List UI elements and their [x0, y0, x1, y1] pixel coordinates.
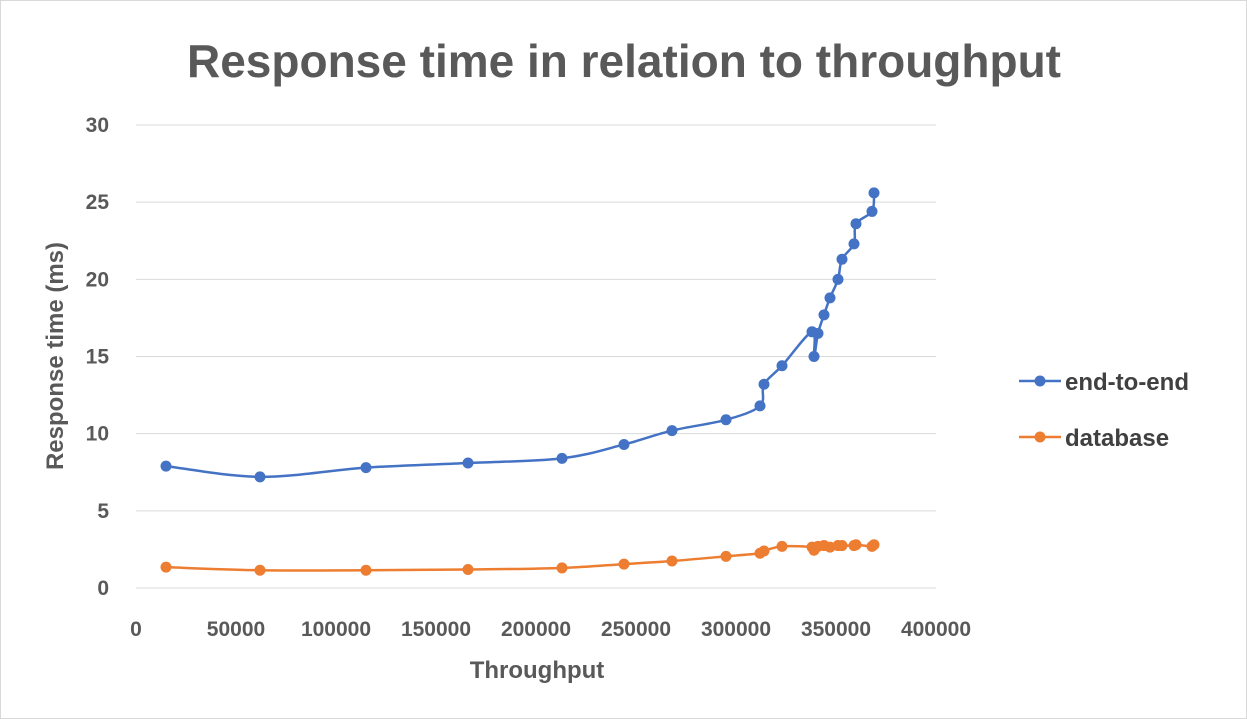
legend-item: database	[1019, 425, 1169, 452]
data-point	[832, 273, 844, 285]
y-tick-label: 25	[86, 191, 110, 214]
data-point	[758, 545, 770, 557]
data-point	[462, 457, 474, 469]
data-point	[618, 438, 630, 450]
x-tick-label: 400000	[901, 618, 971, 641]
y-tick-label: 0	[97, 577, 109, 600]
y-tick-label: 30	[86, 114, 109, 137]
grid-layer	[136, 124, 936, 589]
data-point	[818, 309, 830, 321]
data-point	[848, 238, 860, 250]
y-tick-label: 15	[86, 346, 110, 369]
data-point	[666, 555, 678, 567]
x-tick-label: 200000	[501, 618, 571, 641]
series-layer	[160, 187, 880, 576]
data-point	[618, 558, 630, 570]
data-point	[720, 414, 732, 426]
series-line	[164, 191, 876, 479]
y-tick-labels: 0 5 10 15 20 25 30	[86, 114, 110, 600]
data-point	[160, 561, 172, 573]
data-point	[850, 539, 862, 551]
data-point	[754, 400, 766, 412]
legend-marker	[1034, 375, 1046, 387]
x-tick-label: 50000	[207, 618, 265, 641]
y-tick-label: 20	[86, 268, 109, 291]
x-tick-label: 100000	[301, 618, 371, 641]
data-point	[254, 564, 266, 576]
data-point	[836, 253, 848, 265]
data-point	[720, 550, 732, 562]
data-point	[868, 539, 880, 551]
legend: end-to-end database	[1019, 369, 1189, 452]
x-tick-label: 250000	[601, 618, 671, 641]
chart-title: Response time in relation to throughput	[187, 35, 1061, 87]
y-axis-label: Response time (ms)	[42, 242, 69, 470]
series-database	[160, 539, 880, 576]
legend-item: end-to-end	[1019, 369, 1189, 396]
data-point	[666, 425, 678, 437]
data-point	[360, 462, 372, 474]
legend-marker	[1034, 431, 1046, 443]
series-end-to-end	[160, 187, 880, 483]
x-tick-label: 350000	[801, 618, 871, 641]
data-point	[254, 471, 266, 483]
x-axis-label: Throughput	[470, 657, 605, 684]
y-tick-label: 10	[86, 423, 109, 446]
x-tick-label: 300000	[701, 618, 771, 641]
data-point	[868, 187, 880, 199]
x-tick-label: 150000	[401, 618, 471, 641]
data-point	[808, 351, 820, 362]
data-point	[866, 205, 878, 217]
data-point	[160, 460, 172, 472]
data-point	[556, 452, 568, 464]
data-point	[556, 562, 568, 574]
data-point	[462, 563, 474, 575]
legend-label: database	[1065, 425, 1169, 452]
y-tick-label: 5	[97, 500, 109, 523]
data-point	[836, 540, 848, 552]
data-point	[824, 292, 836, 304]
x-tick-labels: 0 50000 100000 150000 200000 250000 300000 3500…	[130, 618, 971, 641]
x-tick-label: 0	[130, 618, 142, 641]
data-point	[360, 564, 372, 576]
data-point	[850, 218, 862, 230]
data-point	[812, 327, 824, 339]
data-point	[758, 378, 770, 390]
data-point	[776, 540, 788, 552]
legend-label: end-to-end	[1065, 369, 1189, 396]
data-point	[776, 360, 788, 372]
